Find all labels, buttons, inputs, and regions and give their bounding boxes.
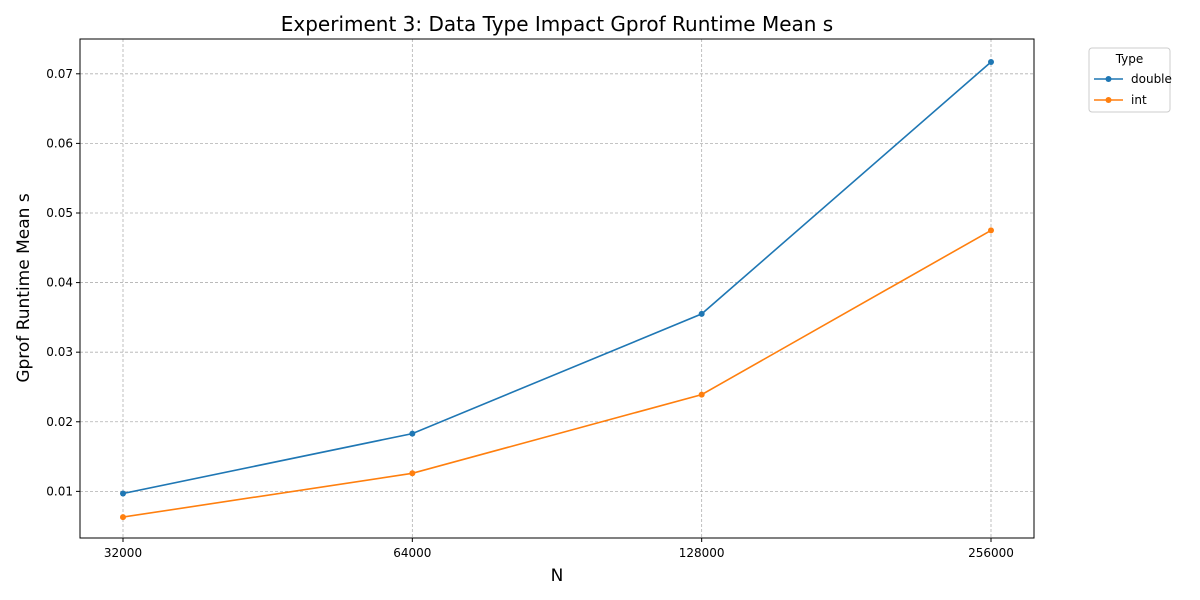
y-axis-label: Gprof Runtime Mean s — [14, 193, 34, 383]
x-tick-label: 128000 — [679, 546, 725, 560]
series-line — [122, 229, 992, 518]
plot-series — [120, 58, 994, 521]
y-axis: 0.01 0.02 0.03 0.04 0.05 0.06 0.07 — [46, 67, 80, 498]
x-axis: 32000 64000 128000 256000 — [104, 538, 1014, 560]
legend: Type double int — [1088, 47, 1172, 113]
x-tick-label: 32000 — [104, 546, 142, 560]
chart-title: Experiment 3: Data Type Impact Gprof Run… — [281, 12, 833, 36]
legend-label: double — [1131, 72, 1172, 86]
y-tick-label: 0.06 — [46, 136, 73, 150]
y-tick-label: 0.05 — [46, 206, 73, 220]
legend-box — [1088, 47, 1171, 113]
legend-item-int: int — [1094, 93, 1147, 107]
series-double — [120, 58, 994, 497]
x-axis-label: N — [551, 566, 564, 586]
legend-marker — [1105, 76, 1112, 82]
y-tick-label: 0.02 — [46, 415, 73, 429]
y-tick-label: 0.04 — [46, 276, 73, 290]
legend-item-double: double — [1094, 72, 1172, 86]
y-tick-label: 0.03 — [46, 345, 73, 359]
series-int — [120, 227, 994, 521]
data-point — [698, 310, 705, 317]
data-point — [120, 514, 126, 521]
x-tick-label: 64000 — [393, 546, 431, 560]
x-tick-label: 256000 — [968, 546, 1014, 560]
legend-marker — [1105, 97, 1112, 103]
data-point — [988, 58, 994, 65]
y-tick-label: 0.01 — [46, 484, 73, 498]
grid — [80, 39, 1034, 538]
legend-label: int — [1131, 93, 1147, 107]
y-tick-label: 0.07 — [46, 67, 73, 81]
data-point — [988, 227, 994, 234]
data-point — [120, 490, 126, 497]
data-point — [409, 470, 416, 477]
legend-title: Type — [1115, 52, 1144, 66]
series-line — [122, 61, 992, 495]
data-point — [698, 391, 705, 398]
plot-frame — [79, 38, 1035, 539]
data-point — [409, 430, 416, 437]
